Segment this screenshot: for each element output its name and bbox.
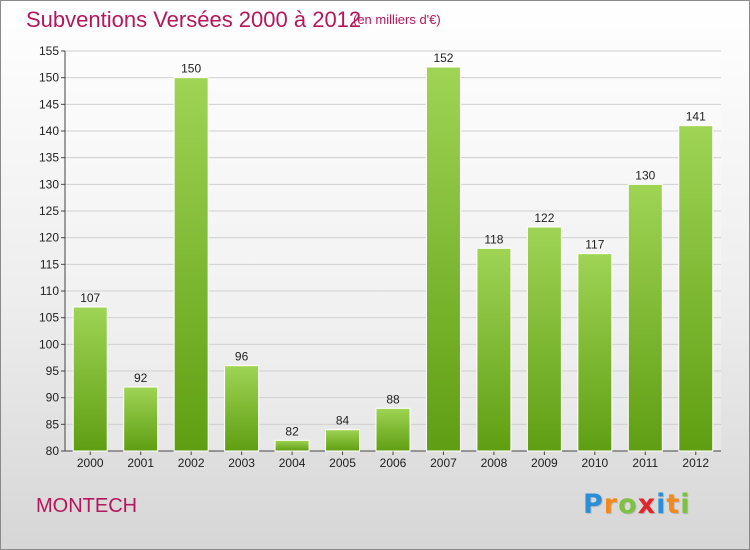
logo-letter: t [666,489,681,520]
value-label-2011: 130 [635,168,655,182]
bar-2009[interactable] [526,226,562,452]
logo-letter: o [618,489,638,520]
value-label-2002: 150 [181,62,201,76]
bars [72,66,714,452]
value-label-2005: 84 [336,414,350,428]
y-tick-label: 155 [39,44,59,58]
y-tick-label: 140 [39,124,59,138]
x-tick-label-2001: 2001 [127,456,154,470]
grid-lines [65,50,721,452]
y-tick-label: 145 [39,97,59,111]
labels: 80 85 90 95 100 105 110 115 120 125 130 135 140 145 15… [39,44,709,470]
bar-2012[interactable] [678,125,714,452]
x-tick-label-2006: 2006 [380,456,407,470]
x-tick-label-2003: 2003 [228,456,255,470]
value-label-2001: 92 [134,371,148,385]
x-tick-label-2002: 2002 [178,456,205,470]
bar-2000[interactable] [72,306,108,452]
bar-2011[interactable] [627,183,663,452]
y-tick-label: 110 [40,284,59,298]
value-label-2006: 88 [386,392,400,406]
y-tick-label: 80 [46,444,60,458]
bar-2006[interactable] [375,407,411,452]
y-tick-label: 150 [39,71,59,85]
value-label-2010: 117 [585,238,604,252]
x-tick-label-2010: 2010 [581,456,608,470]
commune-name: MONTECH [36,495,138,517]
bar-2003[interactable] [224,365,260,452]
value-label-2003: 96 [235,350,249,364]
chart-subtitle: (en milliers d'€) [353,12,441,27]
x-tick-label-2000: 2000 [77,456,104,470]
y-tick-label: 85 [46,417,60,431]
x-tick-label-2011: 2011 [632,456,658,470]
value-label-2007: 152 [433,51,453,65]
proxiti-logo[interactable]: Proxiti [583,489,691,520]
plot-area [65,51,721,451]
y-tick-label: 95 [46,364,60,378]
chart-title: Subventions Versées 2000 à 2012 [26,7,362,32]
logo-letter: x [637,489,657,520]
bar-2001[interactable] [123,386,159,452]
value-label-2004: 82 [285,424,299,438]
x-tick-label-2007: 2007 [430,456,457,470]
value-label-2008: 118 [484,232,503,246]
y-tick-label: 130 [39,177,59,191]
x-tick-label-2012: 2012 [682,456,709,470]
logo-letter: r [603,489,619,520]
bar-2002[interactable] [173,77,209,452]
x-tick-label-2008: 2008 [481,456,508,470]
x-tick-label-2004: 2004 [279,456,306,470]
logo-letter: i [656,489,667,520]
bar-2008[interactable] [476,247,512,452]
y-tick-label: 120 [39,231,59,245]
bar-2004[interactable] [274,439,310,452]
y-tick-label: 125 [39,204,59,218]
bar-2010[interactable] [577,253,613,452]
y-tick-label: 100 [39,337,59,351]
value-label-2012: 141 [686,110,706,124]
x-tick-label-2005: 2005 [329,456,356,470]
y-tick-label: 90 [46,391,60,405]
y-tick-label: 105 [39,311,59,325]
x-tick-label-2009: 2009 [531,456,558,470]
value-label-2009: 122 [534,211,554,225]
value-label-2000: 107 [80,291,100,305]
y-tick-label: 115 [40,257,59,271]
logo-letter: i [680,489,691,520]
bar-2005[interactable] [325,429,361,452]
logo-letter: P [583,489,604,520]
bar-2007[interactable] [425,66,461,452]
y-tick-label: 135 [39,151,59,165]
